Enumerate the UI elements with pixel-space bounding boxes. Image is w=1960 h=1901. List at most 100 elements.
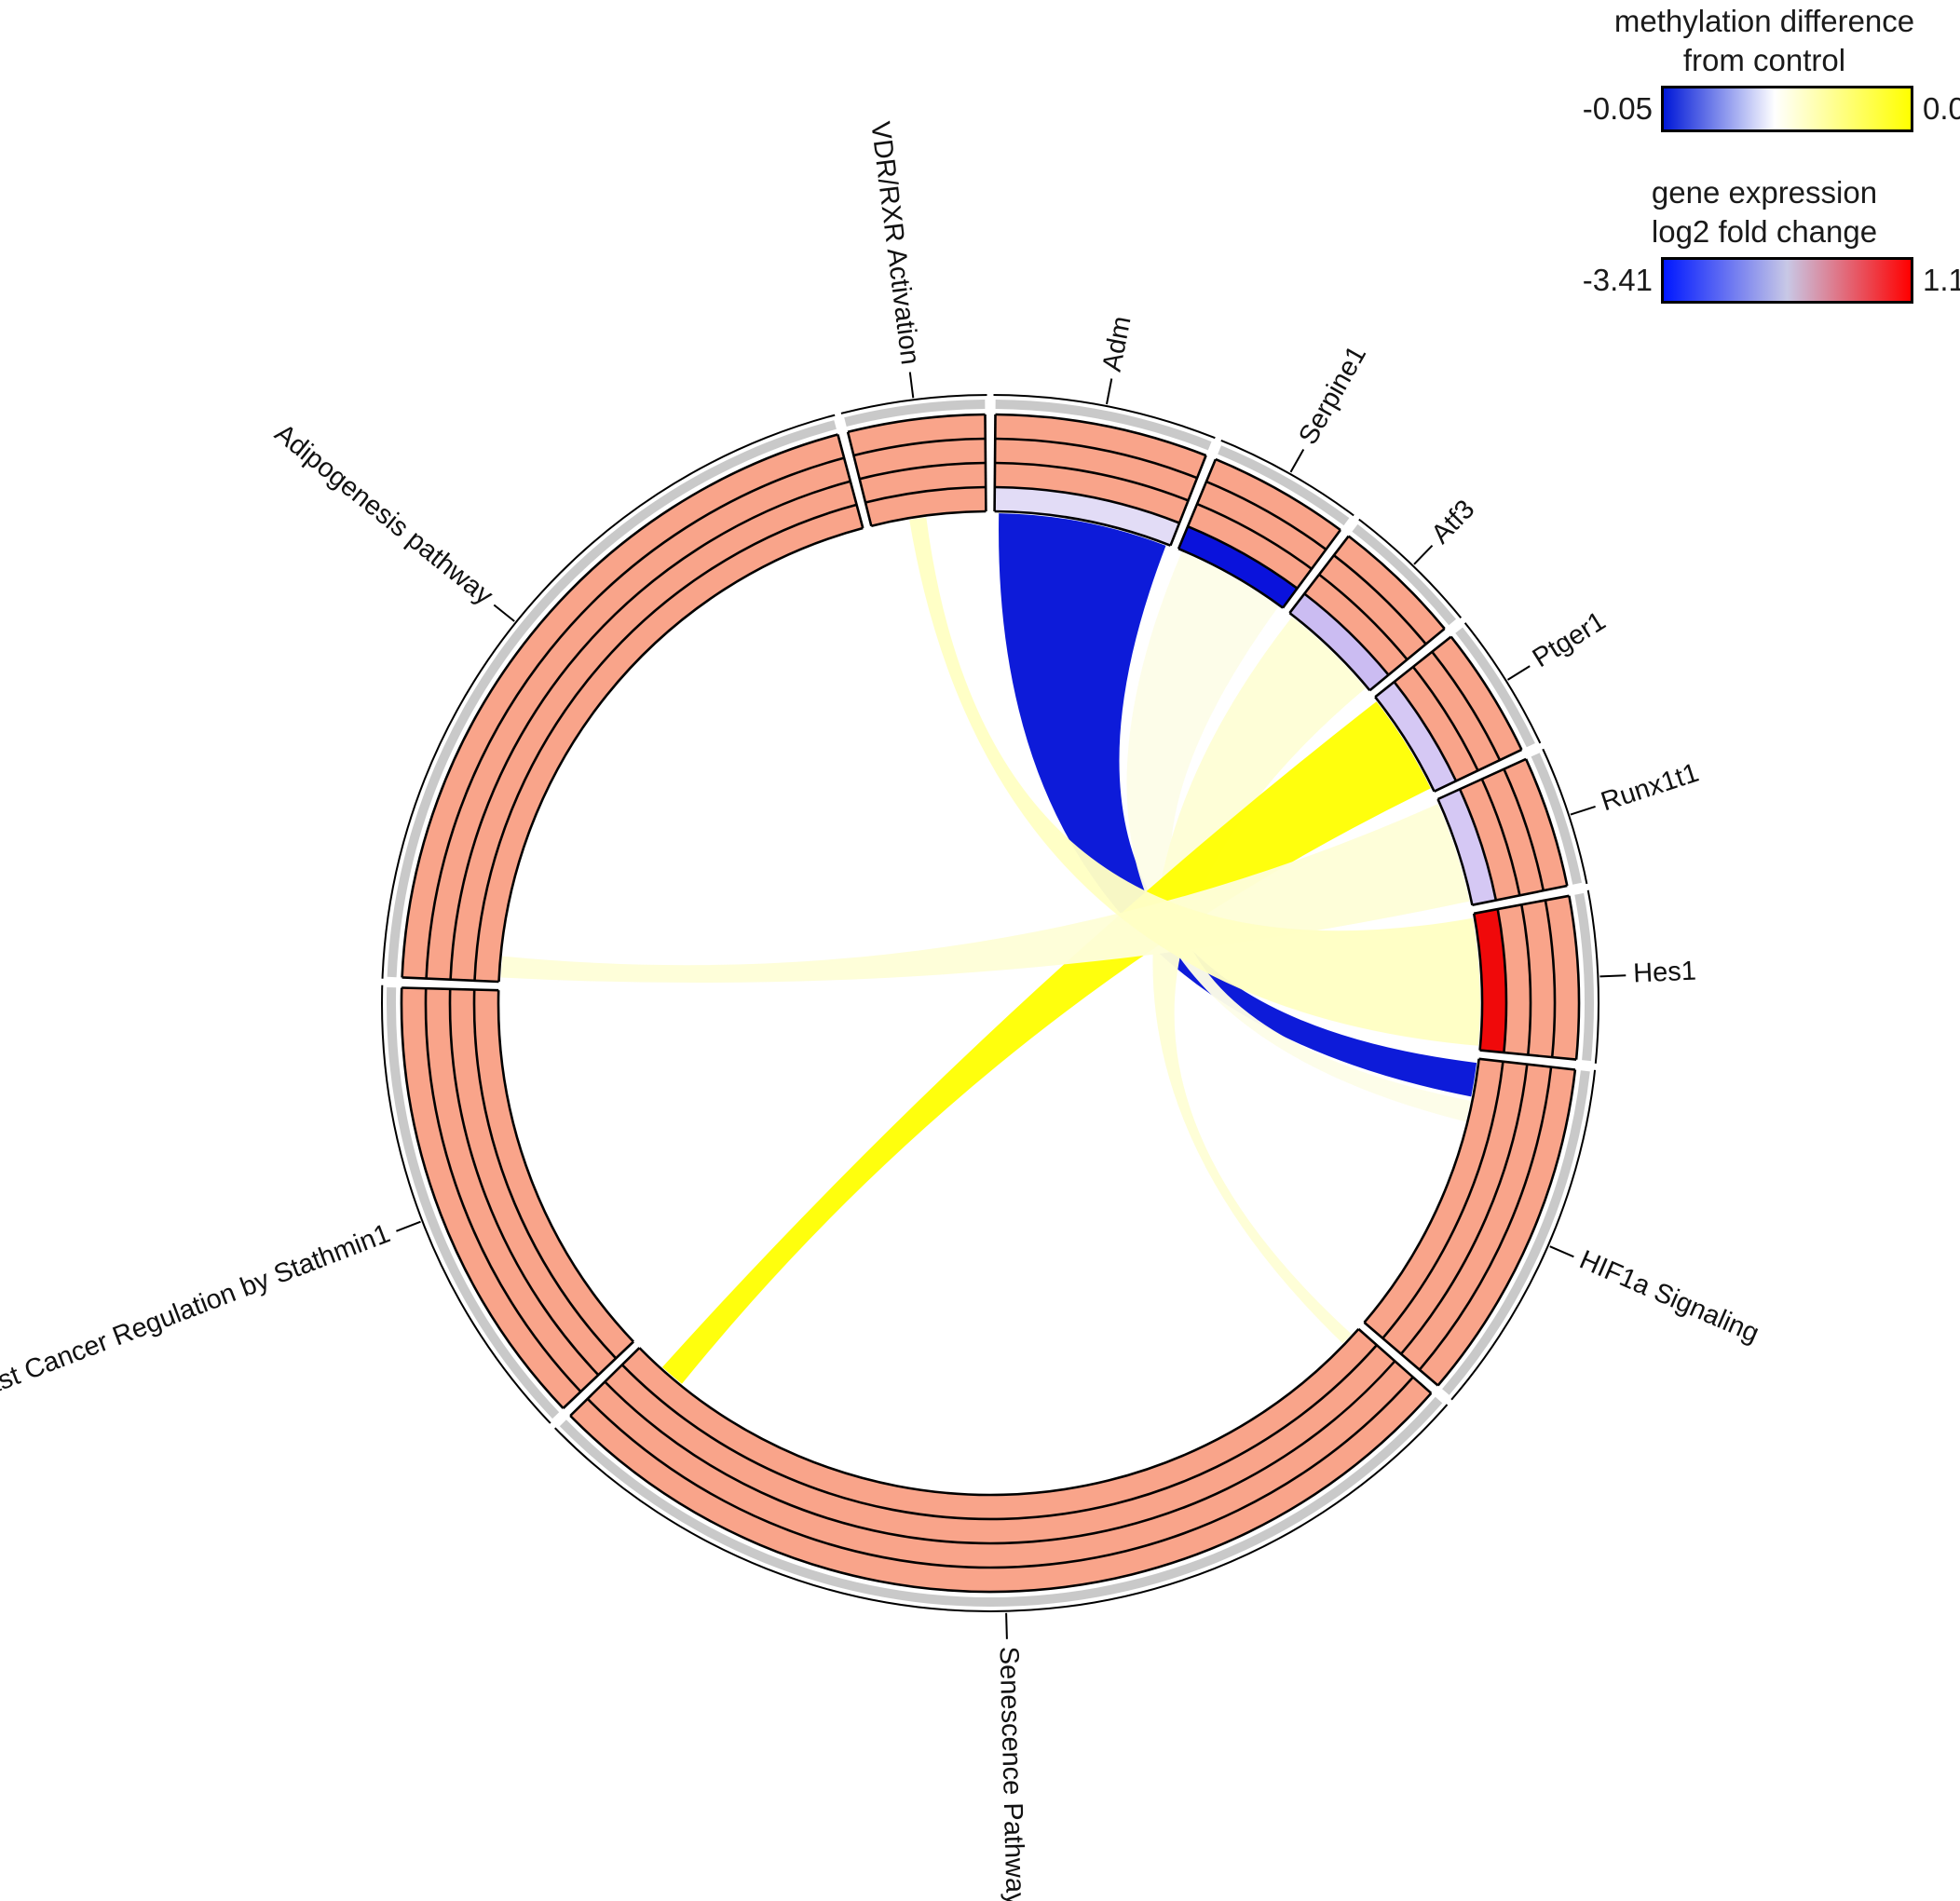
segment-serpine1-ring-line xyxy=(1215,457,1341,532)
ribbon-serpine1-to-hif1a-signaling xyxy=(1126,551,1471,1122)
expression-color-bar xyxy=(1661,257,1913,304)
segment-serpine1 xyxy=(1177,457,1341,609)
track-gap xyxy=(1579,1062,1599,1071)
segment-runx1t1-ring-line xyxy=(1480,778,1521,896)
segment-breast-cancer-regulation-by-stathmin1-edge xyxy=(562,1340,634,1409)
track-gap xyxy=(548,1412,566,1431)
ribbon-ptger1-to-breast-cancer-regulation-by-stathmin1 xyxy=(662,701,1431,1384)
segment-adipogenesis-pathway-ring-line xyxy=(473,503,857,981)
segment-senescence-pathway-track xyxy=(559,1396,1443,1608)
segment-serpine1-track xyxy=(1218,445,1350,526)
track-gap xyxy=(1208,435,1222,455)
segment-atf3-edge xyxy=(1368,627,1446,692)
segment-label-breast-cancer-regulation-by-stathmin1: Breast Cancer Regulation by Stathmin1 xyxy=(0,1218,394,1416)
segment-hif1a-signaling-ring xyxy=(1382,1061,1575,1386)
segment-serpine1-ring-line xyxy=(1196,502,1313,570)
segment-label-hes1: Hes1 xyxy=(1633,957,1697,989)
label-tick-breast-cancer-regulation-by-stathmin1 xyxy=(396,1220,421,1232)
segment-vdr-rxr-activation-ring-line xyxy=(847,413,986,434)
segment-label-ptger1: Ptger1 xyxy=(1528,606,1611,673)
segment-adipogenesis-pathway-ring xyxy=(402,434,857,981)
segment-rings xyxy=(400,413,1581,1594)
segment-ptger1-ring-line xyxy=(1393,681,1458,782)
segment-adm-ring-line xyxy=(994,485,1180,524)
methylation-legend-title-line1: methylation difference xyxy=(1613,4,1915,38)
segment-runx1t1-edge xyxy=(1436,757,1527,801)
segment-ptger1-edge xyxy=(1374,635,1452,699)
segment-hif1a-signaling-ring-line xyxy=(1382,1061,1504,1339)
segment-ptger1-ring-line xyxy=(1450,635,1523,751)
segment-atf3-expression-lane xyxy=(1289,593,1389,691)
segment-senescence-pathway-ring-line xyxy=(569,1392,1433,1594)
segment-hes1-edge xyxy=(1473,894,1570,916)
segment-serpine1-edge xyxy=(1282,529,1341,609)
segment-atf3-ring-line xyxy=(1288,612,1371,692)
segment-adm-ring-line xyxy=(994,509,1171,547)
label-tick-hif1a-signaling xyxy=(1549,1245,1574,1258)
segment-ptger1-edge xyxy=(1434,748,1522,793)
segment-breast-cancer-regulation-by-stathmin1-ring xyxy=(401,987,617,1408)
segment-breast-cancer-regulation-by-stathmin1-ring-line xyxy=(472,989,618,1360)
segment-runx1t1-edge xyxy=(1472,884,1568,906)
segment-adm-edge xyxy=(1169,455,1207,547)
segment-adipogenesis-pathway-edge xyxy=(402,976,499,984)
track-gap xyxy=(834,411,846,431)
outer-ring xyxy=(379,392,1599,1612)
track-gap xyxy=(1571,883,1591,894)
segment-hif1a-signaling-ring-line xyxy=(1418,1066,1553,1371)
segment-senescence-pathway xyxy=(569,1327,1433,1594)
segment-vdr-rxr-activation-ring-line xyxy=(853,437,986,457)
label-tick-adipogenesis-pathway xyxy=(493,604,515,622)
segment-senescence-pathway-ring-line xyxy=(620,1344,1378,1521)
segment-hif1a-signaling-edge xyxy=(1478,1057,1576,1071)
segment-runx1t1-expression-lane xyxy=(1437,789,1496,905)
segment-atf3-ring-line xyxy=(1318,573,1409,660)
expression-legend-max: 1.16 xyxy=(1923,263,1960,297)
segment-hes1-track xyxy=(1574,892,1594,1062)
segment-breast-cancer-regulation-by-stathmin1-ring-line xyxy=(424,988,582,1392)
segment-hif1a-signaling xyxy=(1363,1057,1577,1387)
segment-senescence-pathway-expression-lane xyxy=(621,1328,1377,1519)
methylation-legend-max: 0.06 xyxy=(1923,91,1960,126)
label-tick-ptger1 xyxy=(1506,665,1531,681)
segment-senescence-pathway-ring-line xyxy=(586,1376,1414,1569)
segment-adipogenesis-pathway-ring-line xyxy=(497,526,864,983)
segment-adm xyxy=(993,413,1207,547)
segment-ptger1-ring-line xyxy=(1374,696,1436,793)
track-gap xyxy=(1525,741,1545,756)
ribbon-atf3-to-senescence-pathway xyxy=(1152,617,1366,1344)
segment-vdr-rxr-activation-edge xyxy=(984,414,987,512)
segment-hif1a-signaling-ring-line xyxy=(1436,1069,1577,1387)
segment-label-atf3: Atf3 xyxy=(1426,495,1481,550)
segment-vdr-rxr-activation-ring-line xyxy=(859,461,986,481)
segment-ptger1-ring xyxy=(1394,636,1522,781)
expression-legend: gene expression log2 fold change -3.41 1… xyxy=(1569,173,1960,307)
segment-label-adipogenesis-pathway: Adipogenesis pathway xyxy=(269,418,499,611)
segment-vdr-rxr-activation-ring-line xyxy=(870,509,987,527)
methylation-color-bar xyxy=(1661,86,1913,132)
segment-atf3-ring-line xyxy=(1347,535,1446,630)
segment-breast-cancer-regulation-by-stathmin1-edge xyxy=(402,986,499,992)
segment-breast-cancer-regulation-by-stathmin1-expression-lane xyxy=(474,989,633,1359)
segment-vdr-rxr-activation xyxy=(846,413,987,527)
segment-adm-ring-line xyxy=(995,437,1198,480)
expression-legend-title-line1: gene expression xyxy=(1651,175,1878,210)
segment-serpine1-ring-line xyxy=(1205,480,1327,550)
segment-adipogenesis-pathway xyxy=(401,433,864,984)
segment-label-serpine1: Serpine1 xyxy=(1293,341,1372,450)
segment-adm-ring-line xyxy=(995,413,1207,457)
segment-adipogenesis-pathway-track xyxy=(387,420,837,978)
segment-ptger1-ring-line xyxy=(1411,666,1479,771)
track-gap xyxy=(1344,512,1361,533)
segment-ptger1-expression-lane xyxy=(1375,682,1456,792)
segment-hif1a-signaling-expression-lane xyxy=(1364,1058,1504,1338)
segment-vdr-rxr-activation-edge xyxy=(846,431,873,527)
track-gap xyxy=(1449,616,1468,633)
label-tick-adm xyxy=(1106,378,1113,405)
ribbons-layer xyxy=(500,513,1480,1384)
segment-adipogenesis-pathway-edge xyxy=(837,434,864,529)
segment-hif1a-signaling-edge xyxy=(1363,1321,1439,1387)
segment-hes1-edge xyxy=(1479,1049,1577,1061)
segment-breast-cancer-regulation-by-stathmin1-ring-line xyxy=(400,987,565,1409)
segment-atf3 xyxy=(1288,535,1446,692)
